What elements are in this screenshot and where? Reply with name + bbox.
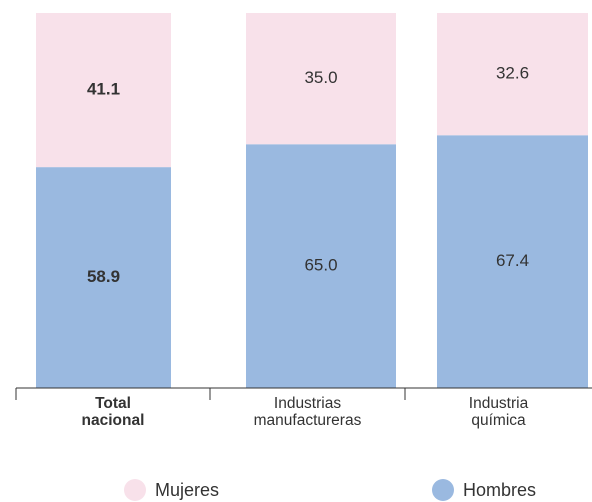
x-tick-label: Industrias manufactureras — [253, 395, 362, 429]
legend-label: Hombres — [463, 480, 536, 500]
x-tick-label: Industria química — [468, 395, 529, 429]
bar-segment — [437, 13, 588, 136]
x-tick-label: Total nacional — [81, 395, 145, 429]
legend-marker — [432, 479, 454, 501]
value-label: 35.0 — [304, 68, 337, 87]
legend-marker — [124, 479, 146, 501]
bar-segment — [246, 13, 396, 145]
value-label: 32.6 — [496, 64, 529, 83]
legend-label: Mujeres — [155, 480, 219, 500]
value-label: 67.4 — [496, 251, 529, 270]
bar-segment — [36, 167, 171, 388]
bar-segment — [437, 135, 588, 388]
value-label: 58.9 — [87, 267, 120, 286]
value-label: 65.0 — [304, 256, 337, 275]
bar-segment — [36, 13, 171, 168]
value-label: 41.1 — [87, 80, 120, 99]
bar-segment — [246, 144, 396, 388]
